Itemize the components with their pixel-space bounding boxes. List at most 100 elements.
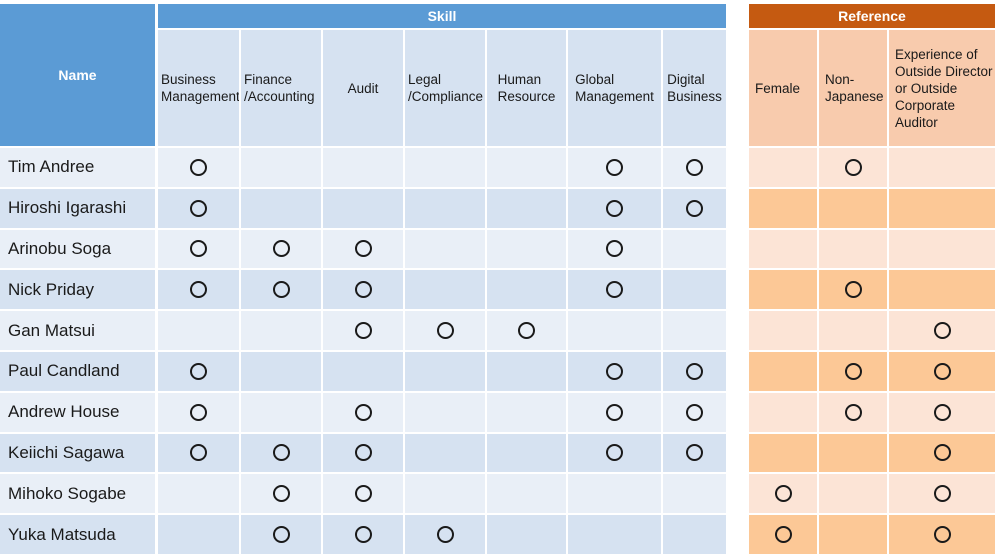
skill-cell xyxy=(568,229,663,271)
circle-mark-icon xyxy=(844,403,862,421)
reference-matrix-table: Reference Female Non- Japanese Experience … xyxy=(749,4,997,556)
circle-mark-icon xyxy=(354,526,372,544)
director-name: Arinobu Soga xyxy=(0,229,158,271)
skill-cell xyxy=(158,188,241,230)
reference-column-header: Non- Japanese xyxy=(819,30,889,148)
circle-mark-icon xyxy=(272,240,290,258)
skill-cell xyxy=(158,229,241,271)
skill-cell xyxy=(405,351,487,393)
circle-mark-icon xyxy=(436,526,454,544)
skill-cell xyxy=(241,229,323,271)
skill-cell xyxy=(405,148,487,189)
reference-cell xyxy=(889,311,997,352)
circle-mark-icon xyxy=(190,199,207,217)
circle-mark-icon xyxy=(606,158,623,176)
reference-cell xyxy=(819,433,889,475)
skill-column-header: Finance /Accounting xyxy=(241,30,323,148)
circle-mark-icon xyxy=(354,444,372,462)
reference-cell xyxy=(819,148,889,189)
circle-mark-icon xyxy=(190,444,207,462)
skill-cell xyxy=(568,515,663,556)
skill-cell xyxy=(487,392,568,434)
director-name: Tim Andree xyxy=(0,148,158,189)
reference-cell xyxy=(819,351,889,393)
reference-cell xyxy=(889,392,997,434)
skill-cell xyxy=(663,433,728,475)
skill-cell xyxy=(323,392,405,434)
circle-mark-icon xyxy=(686,199,703,217)
circle-mark-icon xyxy=(933,403,951,421)
name-column-header: Name xyxy=(0,4,158,148)
reference-cell xyxy=(749,515,819,556)
skill-cell xyxy=(323,148,405,189)
skill-cell xyxy=(241,474,323,516)
reference-cell xyxy=(749,433,819,475)
skill-cell xyxy=(405,188,487,230)
circle-mark-icon xyxy=(436,322,454,340)
skill-cell xyxy=(568,392,663,434)
skill-cell xyxy=(663,515,728,556)
reference-cell xyxy=(889,229,997,271)
reference-column-header: Female xyxy=(749,30,819,148)
skill-cell xyxy=(405,515,487,556)
skill-cell xyxy=(323,433,405,475)
skill-cell xyxy=(323,188,405,230)
director-name: Hiroshi Igarashi xyxy=(0,188,158,230)
skill-cell xyxy=(241,392,323,434)
director-name: Gan Matsui xyxy=(0,311,158,352)
reference-column-header: Experience of Outside Director or Outsid… xyxy=(889,30,997,148)
reference-cell xyxy=(749,392,819,434)
skill-cell xyxy=(487,474,568,516)
circle-mark-icon xyxy=(686,362,703,380)
circle-mark-icon xyxy=(606,403,623,421)
reference-cell xyxy=(749,148,819,189)
skill-cell xyxy=(405,229,487,271)
circle-mark-icon xyxy=(933,362,951,380)
skill-cell xyxy=(158,270,241,312)
reference-cell xyxy=(749,188,819,230)
skill-cell xyxy=(323,515,405,556)
circle-mark-icon xyxy=(606,240,623,258)
reference-cell xyxy=(749,474,819,516)
circle-mark-icon xyxy=(190,158,207,176)
reference-cell xyxy=(819,392,889,434)
skill-cell xyxy=(241,351,323,393)
skill-column-header: Digital Business xyxy=(663,30,728,148)
director-name: Andrew House xyxy=(0,392,158,434)
circle-mark-icon xyxy=(844,158,862,176)
skill-column-header: Legal /Compliance xyxy=(405,30,487,148)
skill-cell xyxy=(487,270,568,312)
skill-cell xyxy=(241,188,323,230)
circle-mark-icon xyxy=(686,444,703,462)
skill-column-header: Business Management xyxy=(158,30,241,148)
reference-cell xyxy=(889,474,997,516)
skill-group-header: Skill xyxy=(158,4,728,30)
skill-matrix-table: Name Skill Business Management Finance /A… xyxy=(0,4,728,556)
skill-cell xyxy=(323,311,405,352)
reference-cell xyxy=(819,270,889,312)
circle-mark-icon xyxy=(354,485,372,503)
skill-cell xyxy=(405,270,487,312)
skill-cell xyxy=(323,351,405,393)
skill-cell xyxy=(487,433,568,475)
skill-cell xyxy=(405,433,487,475)
skill-cell xyxy=(323,474,405,516)
skill-cell xyxy=(405,474,487,516)
skill-cell xyxy=(323,270,405,312)
skill-column-header: Audit xyxy=(323,30,405,148)
reference-cell xyxy=(819,311,889,352)
director-name: Keiichi Sagawa xyxy=(0,433,158,475)
skill-cell xyxy=(663,229,728,271)
circle-mark-icon xyxy=(774,526,792,544)
circle-mark-icon xyxy=(933,485,951,503)
reference-cell xyxy=(889,351,997,393)
circle-mark-icon xyxy=(686,158,703,176)
circle-mark-icon xyxy=(354,240,372,258)
circle-mark-icon xyxy=(518,322,535,340)
skill-cell xyxy=(663,392,728,434)
skill-cell xyxy=(663,148,728,189)
circle-mark-icon xyxy=(272,281,290,299)
circle-mark-icon xyxy=(774,485,792,503)
skill-cell xyxy=(568,351,663,393)
circle-mark-icon xyxy=(933,322,951,340)
